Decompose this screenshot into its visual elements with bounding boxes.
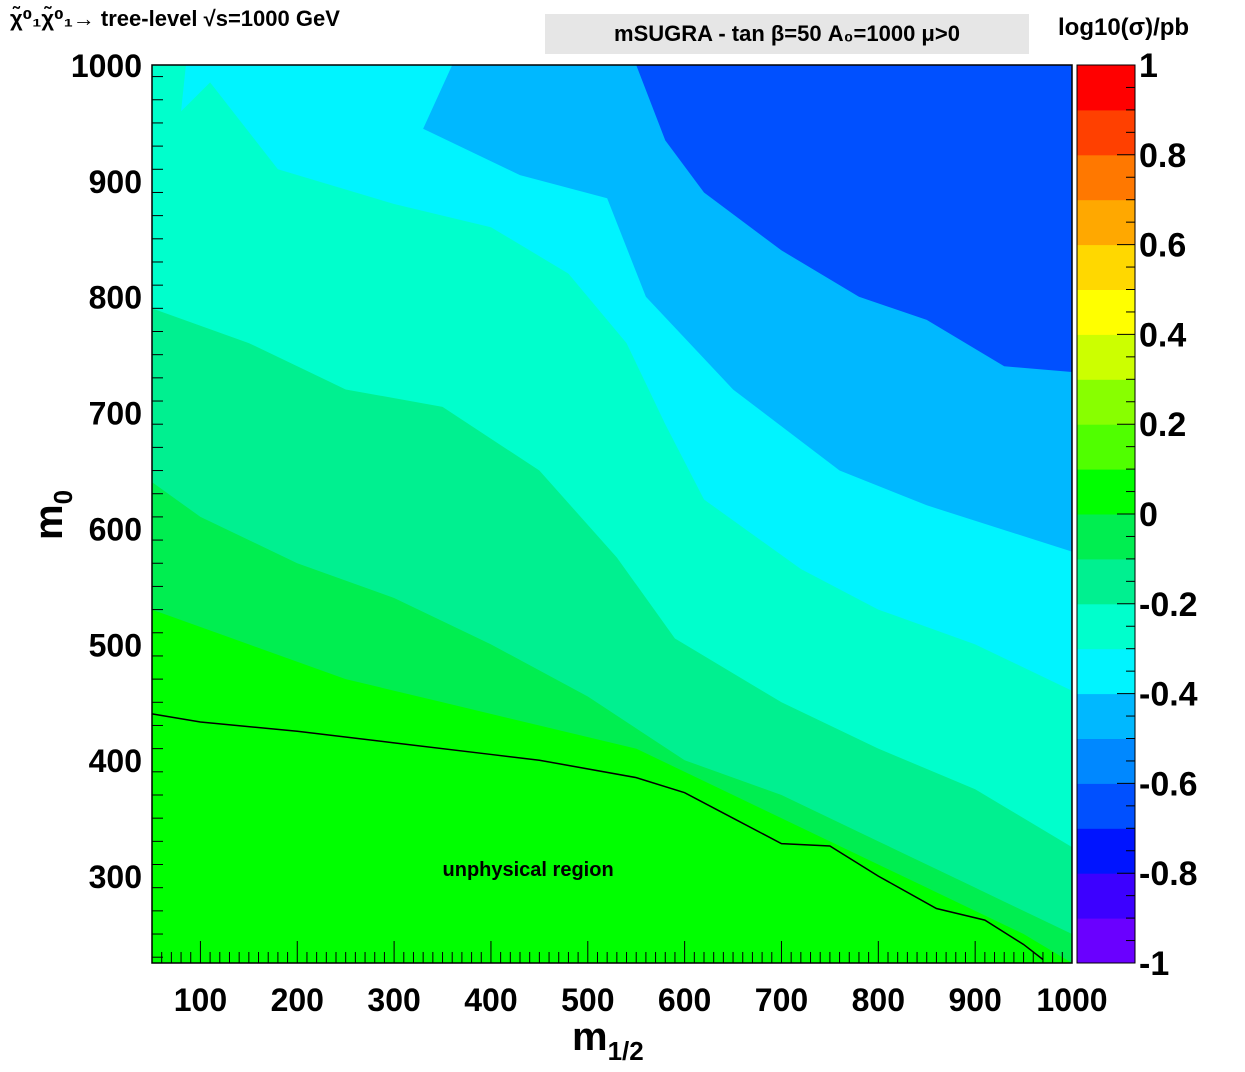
colorbar-segment [1077,783,1135,829]
colorbar-segment [1077,738,1135,784]
colorbar-segment [1077,693,1135,739]
x-axis-ticks: 100 200 300 400 500 600 700 800 900 1000 [151,941,1108,1018]
x-tick-label: 500 [561,982,614,1018]
y-tick-label: 900 [89,164,142,200]
y-tick-label: 800 [89,280,142,316]
colorbar-tick-label: -0.4 [1139,676,1198,714]
colorbar-tick-label: 0.4 [1139,316,1186,354]
colorbar-segment [1077,648,1135,695]
colorbar-tick-label: 1 [1139,47,1158,85]
chart-title: χ̃⁰₁χ̃⁰₁→ tree-level √s=1000 GeV [10,6,340,31]
x-tick-label: 600 [658,982,711,1018]
y-tick-label: 600 [89,511,142,547]
y-tick-label: 700 [89,396,142,432]
colorbar-segment [1077,244,1135,290]
colorbar-segment [1077,289,1135,335]
x-tick-label: 300 [367,982,420,1018]
colorbar-segment [1077,154,1135,201]
x-axis-label: m1/2 [572,1015,644,1066]
unphysical-boundary-line [151,713,1044,961]
colorbar-segment [1077,65,1135,111]
colorbar-tick-label: 0.6 [1139,227,1186,265]
colorbar-tick-label: 0.8 [1139,137,1186,175]
x-tick-label: 400 [464,982,517,1018]
plot-axes [151,64,1073,964]
colorbar-segment [1077,514,1135,560]
x-tick-label: 700 [755,982,808,1018]
colorbar-segment [1077,109,1135,156]
colorbar-segment [1077,334,1135,380]
colorbar-tick-label: -0.8 [1139,855,1198,893]
colorbar-segment [1077,199,1135,246]
colorbar-tick-label: 0 [1139,496,1158,534]
y-tick-label: 400 [89,743,142,779]
y-tick-label: 300 [89,859,142,895]
colorbar-title: log10(σ)/pb [1058,14,1190,41]
colorbar-segment [1077,469,1135,515]
y-tick-label: 1000 [71,48,142,84]
colorbar-segment [1077,424,1135,470]
colorbar-segment [1077,873,1135,919]
x-tick-label: 900 [948,982,1001,1018]
colorbar: -1 -0.8 -0.6 -0.4 -0.2 0 0.2 0.4 0.6 0.8 1 [1076,47,1198,983]
plot-frame [151,64,1073,964]
colorbar-tick-label: 0.2 [1139,406,1186,444]
colorbar-segment [1077,918,1135,964]
x-tick-label: 800 [852,982,905,1018]
colorbar-segment [1077,558,1135,605]
colorbar-segment [1077,603,1135,650]
y-axis-ticks: 300 400 500 600 700 800 900 1000 [71,48,163,958]
colorbar-tick-label: -0.6 [1139,765,1198,803]
colorbar-segment [1077,379,1135,425]
x-tick-label: 100 [174,982,227,1018]
chart-subtitle: mSUGRA - tan β=50 A₀=1000 μ>0 [545,14,1029,54]
colorbar-segment [1077,828,1135,874]
y-axis-label: m0 [27,490,78,540]
unphysical-region-label: unphysical region [443,859,614,881]
unphysical-fill [152,713,1043,963]
x-tick-label: 1000 [1036,982,1107,1018]
x-tick-label: 200 [271,982,324,1018]
y-tick-label: 500 [89,627,142,663]
colorbar-tick-label: -1 [1139,945,1169,983]
colorbar-tick-label: -0.2 [1139,586,1198,624]
unphysical-region [151,713,1044,963]
